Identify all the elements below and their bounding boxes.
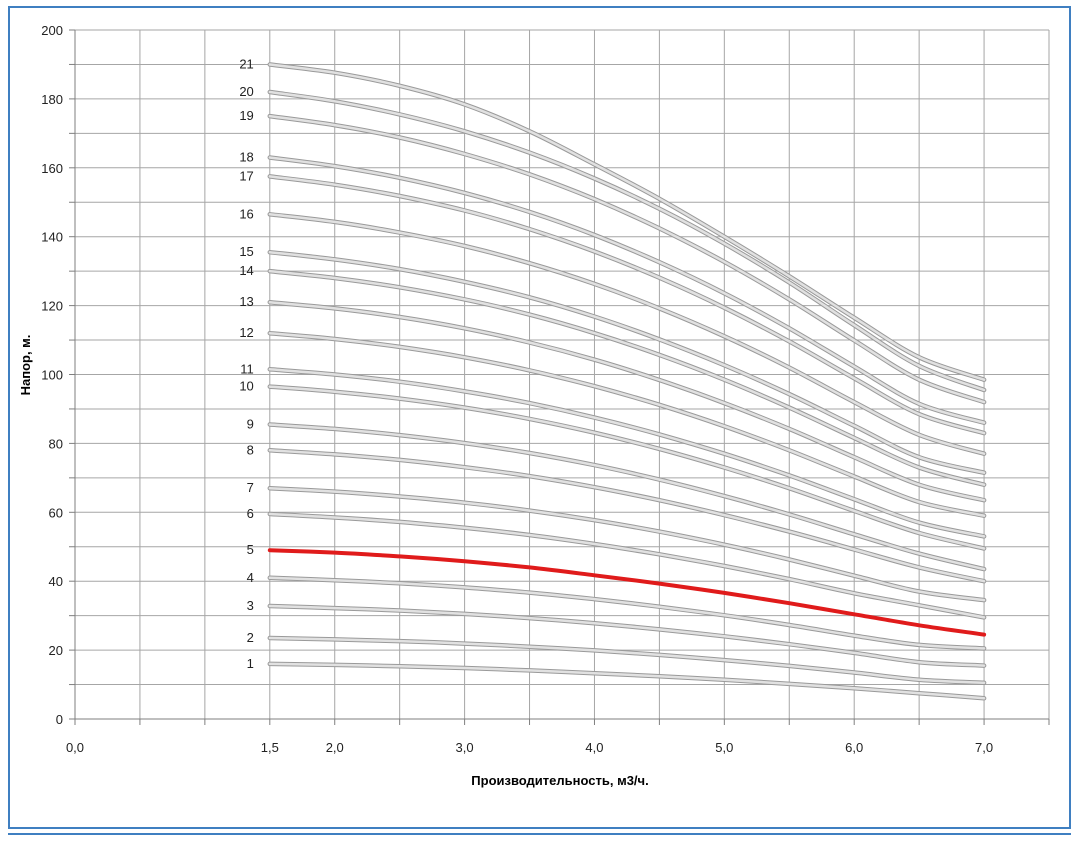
series-line-fill bbox=[268, 300, 986, 502]
x-tick-label: 3,0 bbox=[456, 740, 474, 755]
y-tick-label: 60 bbox=[49, 505, 63, 520]
y-tick-label: 180 bbox=[41, 92, 63, 107]
series-line-8 bbox=[267, 448, 987, 584]
series-line-9 bbox=[267, 422, 987, 572]
series-label-9: 9 bbox=[247, 416, 254, 431]
series-line-fill bbox=[268, 250, 986, 474]
series-label-3: 3 bbox=[247, 598, 254, 613]
series-line-20 bbox=[267, 89, 987, 393]
y-axis-title: Напор, м. bbox=[18, 335, 33, 396]
series-line-3 bbox=[267, 603, 987, 668]
series-line-21 bbox=[267, 62, 987, 382]
y-tick-label: 100 bbox=[41, 368, 63, 383]
series-line-outline bbox=[267, 661, 987, 701]
series-line-4 bbox=[267, 575, 987, 651]
series-label-14: 14 bbox=[239, 263, 253, 278]
series-line-fill bbox=[268, 486, 986, 602]
x-tick-label: 2,0 bbox=[326, 740, 344, 755]
series-line-fill bbox=[268, 156, 986, 424]
x-tick-label: 5,0 bbox=[715, 740, 733, 755]
x-tick-label: 1,5 bbox=[261, 740, 279, 755]
x-tick-label: 0,0 bbox=[66, 740, 84, 755]
series-line-5 bbox=[267, 548, 987, 637]
series-label-10: 10 bbox=[239, 379, 253, 394]
series-line-12 bbox=[267, 330, 987, 518]
series-line-fill bbox=[268, 449, 986, 583]
series-line-15 bbox=[267, 249, 987, 475]
series-line-10 bbox=[267, 384, 987, 551]
y-tick-label: 40 bbox=[49, 574, 63, 589]
series-label-1: 1 bbox=[247, 656, 254, 671]
series-line-19 bbox=[267, 113, 987, 405]
x-axis-title: Производительность, м3/ч. bbox=[471, 773, 648, 788]
series-label-6: 6 bbox=[247, 506, 254, 521]
x-tick-label: 7,0 bbox=[975, 740, 993, 755]
series-line-11 bbox=[267, 367, 987, 539]
series-line-fill bbox=[268, 114, 986, 404]
series-label-17: 17 bbox=[239, 168, 253, 183]
series-line-outline bbox=[267, 113, 987, 405]
series-line-2 bbox=[267, 635, 987, 686]
series-label-21: 21 bbox=[239, 56, 253, 71]
series-label-19: 19 bbox=[239, 108, 253, 123]
series-line-1 bbox=[267, 661, 987, 701]
series-line-fill bbox=[268, 213, 986, 455]
series-line-fill bbox=[268, 576, 986, 650]
series-line-fill bbox=[268, 368, 986, 538]
series-line-fill bbox=[268, 90, 986, 392]
series-line-fill bbox=[268, 175, 986, 435]
series-line-14 bbox=[267, 268, 987, 487]
series-line-17 bbox=[267, 174, 987, 436]
series-line-6 bbox=[267, 511, 987, 620]
series-line-fill bbox=[268, 423, 986, 571]
y-tick-label: 20 bbox=[49, 643, 63, 658]
y-tick-label: 120 bbox=[41, 299, 63, 314]
series-line-fill bbox=[268, 385, 986, 550]
y-tick-label: 160 bbox=[41, 161, 63, 176]
gridlines bbox=[75, 29, 1050, 719]
x-tick-label: 4,0 bbox=[585, 740, 603, 755]
y-tick-label: 0 bbox=[56, 712, 63, 727]
series-label-16: 16 bbox=[239, 206, 253, 221]
series-curves bbox=[267, 62, 987, 701]
y-tick-label: 80 bbox=[49, 436, 63, 451]
x-tick-label: 6,0 bbox=[845, 740, 863, 755]
series-line-fill bbox=[268, 331, 986, 517]
series-line-fill bbox=[268, 662, 986, 700]
series-line-fill bbox=[268, 604, 986, 667]
series-label-7: 7 bbox=[247, 480, 254, 495]
y-tick-label: 200 bbox=[41, 23, 63, 38]
series-line-outline bbox=[267, 575, 987, 651]
y-tick-label: 140 bbox=[41, 230, 63, 245]
series-line-fill bbox=[268, 269, 986, 486]
series-line-outline bbox=[267, 155, 987, 425]
series-line-16 bbox=[267, 212, 987, 456]
series-label-11: 11 bbox=[240, 361, 254, 376]
series-label-5: 5 bbox=[247, 542, 254, 557]
series-label-12: 12 bbox=[239, 325, 253, 340]
series-line-fill bbox=[268, 512, 986, 619]
series-label-13: 13 bbox=[239, 294, 253, 309]
series-label-15: 15 bbox=[239, 244, 253, 259]
series-label-18: 18 bbox=[239, 149, 253, 164]
series-line-fill bbox=[268, 636, 986, 685]
series-label-8: 8 bbox=[247, 442, 254, 457]
series-line-18 bbox=[267, 155, 987, 425]
series-line-fill bbox=[268, 63, 986, 381]
frame-bottom-rule bbox=[8, 833, 1071, 835]
series-label-20: 20 bbox=[239, 84, 253, 99]
axes bbox=[69, 29, 1050, 725]
series-label-4: 4 bbox=[247, 570, 254, 585]
series-label-2: 2 bbox=[247, 630, 254, 645]
series-line-13 bbox=[267, 299, 987, 503]
series-line-7 bbox=[267, 485, 987, 603]
